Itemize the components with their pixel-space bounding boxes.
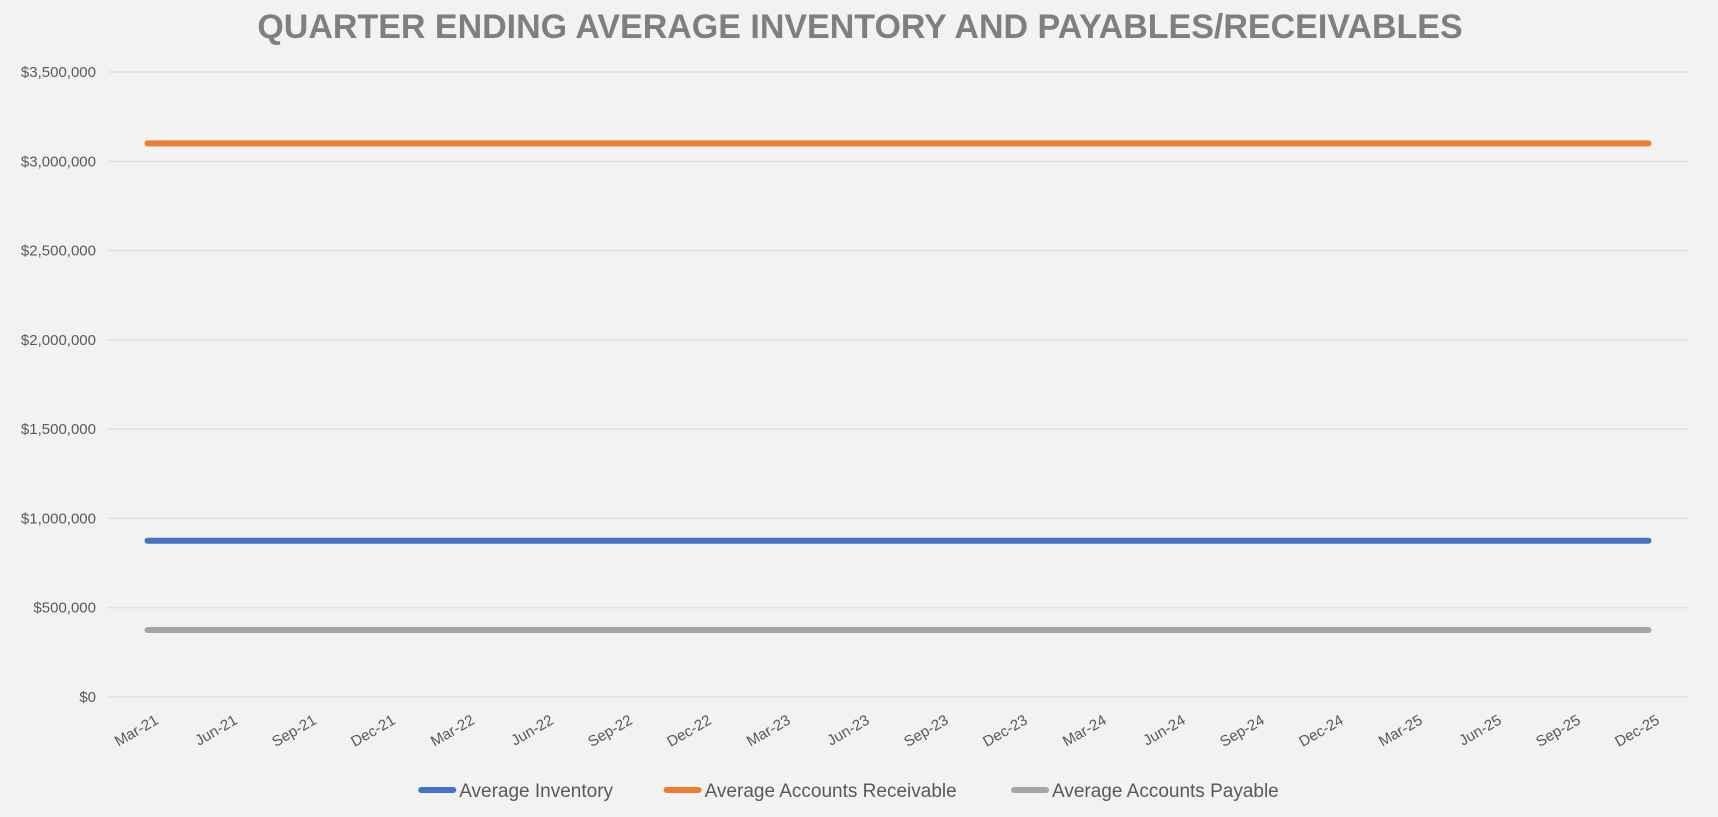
y-tick-label: $1,500,000 [21, 421, 96, 438]
y-tick-label: $500,000 [33, 600, 96, 617]
y-tick-label: $1,000,000 [21, 510, 96, 527]
gridlines [108, 71, 1688, 698]
y-tick-label: $2,000,000 [21, 332, 96, 349]
chart-title: QUARTER ENDING AVERAGE INVENTORY AND PAY… [257, 8, 1462, 46]
legend-label: Average Accounts Receivable [705, 781, 957, 802]
y-tick-label: $0 [79, 689, 96, 706]
y-tick-label: $3,500,000 [21, 64, 96, 81]
series-lines [144, 140, 1652, 634]
legend: Average Inventory Average Accounts Receiv… [418, 781, 1279, 802]
y-axis-tick-labels: $0 $500,000 $1,000,000 $1,500,000 $2,000,000… [21, 64, 96, 706]
y-tick-label: $2,500,000 [21, 243, 96, 260]
y-tick-label: $3,000,000 [21, 153, 96, 170]
legend-label: Average Accounts Payable [1052, 781, 1279, 802]
legend-label: Average Inventory [459, 781, 613, 802]
